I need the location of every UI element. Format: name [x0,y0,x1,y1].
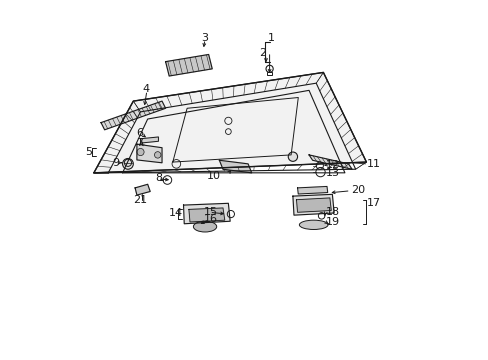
Polygon shape [308,155,351,169]
Text: 21: 21 [133,195,147,205]
Text: 18: 18 [325,207,340,217]
Text: 10: 10 [206,171,221,181]
Circle shape [137,148,144,156]
Text: 1: 1 [267,33,274,43]
Text: 7: 7 [136,138,142,148]
Circle shape [122,158,133,169]
Text: 16: 16 [203,215,218,224]
Text: 14: 14 [169,208,183,218]
Text: 13: 13 [325,168,340,178]
Text: 3: 3 [201,33,208,43]
Circle shape [154,152,161,158]
Polygon shape [296,198,330,212]
Polygon shape [183,203,230,224]
Polygon shape [165,54,212,76]
Polygon shape [94,72,366,173]
Text: 12: 12 [325,160,340,170]
Text: 9: 9 [112,158,120,168]
Polygon shape [188,208,224,222]
Polygon shape [292,194,333,215]
Text: 11: 11 [366,159,380,169]
Text: 8: 8 [155,173,163,183]
Text: 6: 6 [136,129,142,138]
Polygon shape [140,137,158,143]
Text: 19: 19 [325,217,340,227]
Text: 2: 2 [259,48,266,58]
Text: 4: 4 [142,84,149,94]
Circle shape [287,152,297,161]
Text: 20: 20 [351,185,365,195]
Polygon shape [137,144,162,163]
Polygon shape [219,160,251,173]
Text: 15: 15 [203,207,218,217]
Ellipse shape [299,220,327,229]
Text: 17: 17 [366,198,380,208]
Polygon shape [297,186,327,194]
Text: 5: 5 [85,147,92,157]
Polygon shape [135,184,150,195]
Ellipse shape [193,221,216,232]
Polygon shape [101,101,165,130]
